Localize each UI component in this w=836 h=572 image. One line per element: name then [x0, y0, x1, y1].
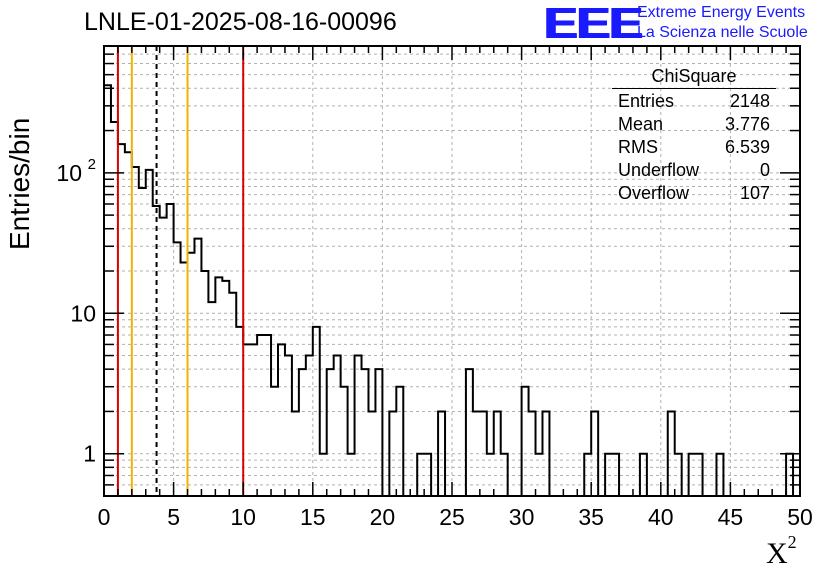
axis-ticks — [103, 45, 801, 497]
x-axis-label: X2 — [766, 532, 797, 571]
logo-line-1: Extreme Energy Events — [637, 4, 806, 21]
plot-bottom-mask — [0, 497, 836, 572]
y-tick-label-exponent: 2 — [88, 156, 96, 173]
stats-label: Overflow — [618, 183, 690, 203]
stats-title: ChiSquare — [612, 66, 776, 89]
stats-value: 107 — [739, 183, 770, 203]
x-tick-label: 25 — [439, 504, 465, 530]
stats-label: Entries — [618, 91, 675, 111]
stats-value: 6.539 — [724, 137, 770, 157]
x-tick-label: 15 — [300, 504, 326, 530]
y-axis-label: Entries/bin — [4, 117, 35, 250]
tick-labels: 0 5 10 15 20 25 30 35 40 45 50 1 10 10 2 — [56, 156, 812, 530]
chart-title: LNLE-01-2025-08-16-00096 — [84, 8, 397, 36]
histogram-outline — [104, 84, 836, 537]
histogram-bars — [0, 84, 836, 572]
stats-row-rms: RMS 6.539 — [612, 136, 776, 159]
y-tick-label: 10 — [70, 300, 96, 326]
x-tick-label: 20 — [370, 504, 396, 530]
stats-row-underflow: Underflow 0 — [612, 159, 776, 182]
y-tick-label: 10 — [56, 160, 82, 186]
stats-box: ChiSquare Entries 2148 Mean 3.776 RMS 6.539… — [612, 66, 776, 205]
x-tick-label: 50 — [787, 504, 813, 530]
stats-row-overflow: Overflow 107 — [612, 182, 776, 205]
stats-value: 3.776 — [724, 114, 770, 134]
eee-logo: EEE — [544, 0, 643, 48]
x-tick-label: 10 — [230, 504, 256, 530]
stats-label: RMS — [618, 137, 658, 157]
x-tick-label: 0 — [98, 504, 111, 530]
logo-line-2: La Scienza nelle Scuole — [637, 24, 808, 41]
stats-row-entries: Entries 2148 — [612, 90, 776, 113]
x-tick-label: 45 — [718, 504, 744, 530]
stats-label: Underflow — [618, 160, 700, 180]
x-axis-label-text: X — [766, 537, 788, 570]
x-tick-label: 5 — [167, 504, 180, 530]
stats-value: 0 — [759, 160, 770, 180]
grid-lines — [104, 46, 800, 496]
x-tick-label: 40 — [648, 504, 674, 530]
y-tick-label: 1 — [83, 441, 96, 467]
x-tick-label: 30 — [509, 504, 535, 530]
x-axis-label-superscript: 2 — [787, 532, 797, 552]
reference-lines — [116, 46, 245, 496]
stats-row-mean: Mean 3.776 — [612, 113, 776, 136]
x-tick-label: 35 — [578, 504, 604, 530]
stats-value: 2148 — [729, 91, 770, 111]
stats-label: Mean — [618, 114, 664, 134]
